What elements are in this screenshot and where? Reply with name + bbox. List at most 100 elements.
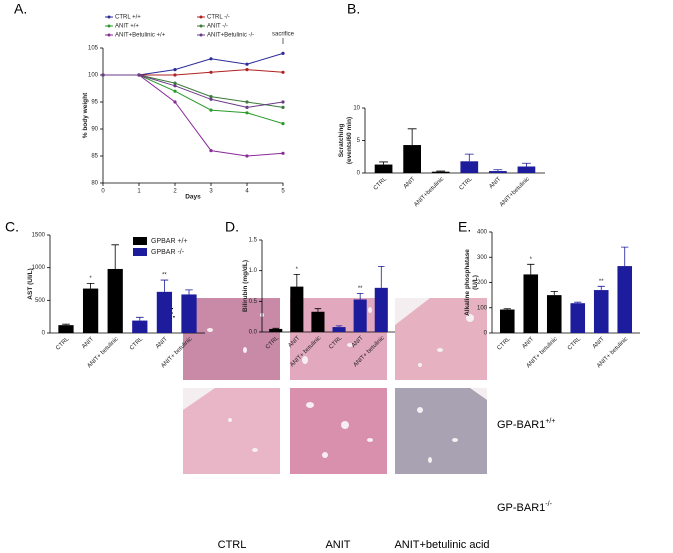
error-bar	[135, 316, 144, 321]
significance: *	[296, 267, 299, 273]
row-label-sup: +/+	[545, 418, 555, 425]
error-bar	[335, 325, 343, 328]
y-tick-label: 1000	[32, 265, 46, 271]
panel-f: F. GP-BAR1+/+ GP-BAR1-/- CTRL ANIT ANIT+…	[165, 298, 555, 551]
axis-title-line: Scratching	[338, 124, 345, 158]
y-tick-label: 1500	[32, 233, 46, 239]
y-tick-label: 200	[477, 280, 488, 286]
x-tick-label: 1	[137, 189, 141, 195]
significance: **	[599, 279, 604, 285]
error-bar	[160, 279, 169, 292]
axis-title-line: (events/60 min)	[346, 117, 353, 164]
legend-marker	[199, 24, 203, 28]
y-tick-label: 500	[35, 298, 46, 304]
data-point	[137, 73, 141, 77]
data-point	[209, 57, 213, 61]
data-point	[281, 105, 285, 109]
y-tick-label: 0	[42, 331, 46, 337]
legend-marker	[199, 33, 203, 37]
significance: **	[358, 286, 363, 292]
error-bar	[111, 244, 120, 269]
error-bar	[407, 128, 417, 146]
axis-title-line: Alkaline phosphatase	[464, 249, 471, 316]
bar	[107, 268, 123, 333]
column-label: CTRL	[218, 539, 247, 551]
error-bar	[522, 162, 531, 167]
legend-label: ANIT+Betulinic -/-	[207, 33, 254, 39]
data-point	[209, 70, 213, 74]
y-tick-label: 85	[91, 154, 98, 160]
bar	[460, 161, 479, 173]
error-bar	[597, 285, 605, 291]
bar	[290, 286, 304, 332]
bar	[181, 294, 197, 333]
legend-swatch	[133, 237, 147, 245]
panel-letter: D.	[225, 219, 239, 235]
bar	[517, 166, 536, 173]
x-tick-label: 4	[245, 189, 249, 195]
bar	[353, 299, 367, 332]
y-tick-label: 100	[88, 73, 99, 79]
legend-marker	[107, 33, 111, 37]
data-point	[281, 122, 285, 126]
series-line	[103, 74, 284, 108]
data-point	[173, 89, 177, 93]
bar	[523, 274, 539, 333]
y-tick-label: 5	[357, 138, 361, 144]
legend-swatch	[133, 248, 147, 256]
histology-image	[395, 388, 487, 474]
data-point	[245, 111, 249, 115]
bar	[499, 309, 515, 333]
column-label: ANIT	[325, 539, 350, 551]
bar	[374, 287, 388, 332]
bar	[431, 171, 450, 173]
bar	[570, 303, 586, 333]
error-bar	[378, 265, 385, 288]
error-bar	[293, 273, 301, 287]
axis-title-line: Bilirubin (mg/dL)	[242, 260, 249, 312]
data-point	[173, 84, 177, 88]
bar	[617, 266, 633, 333]
x-tick-label: ANIT	[81, 336, 95, 350]
histology-image	[290, 388, 387, 474]
axis-title: AST (UI/L)	[27, 268, 34, 299]
panel-letter: A.	[14, 1, 27, 17]
error-bar	[379, 161, 388, 165]
row-label-base: GP-BAR1	[497, 419, 545, 431]
error-bar	[86, 282, 95, 289]
data-point	[209, 95, 213, 99]
histology-image	[183, 388, 280, 474]
row-label: GP-BAR1+/+	[497, 418, 555, 431]
data-point	[209, 149, 213, 153]
x-tick-label: ANIT	[488, 176, 502, 190]
bar	[156, 291, 173, 333]
error-bar	[62, 323, 70, 326]
error-bar	[493, 169, 503, 172]
data-point	[245, 100, 249, 104]
data-point	[281, 70, 285, 74]
series-line	[103, 52, 284, 76]
series-line	[103, 74, 284, 125]
x-tick-label: ANIT	[521, 336, 535, 350]
error-bar	[314, 308, 322, 312]
panel-letter: C.	[5, 219, 19, 235]
data-point	[281, 100, 285, 104]
error-bar	[464, 153, 474, 162]
data-point	[173, 81, 177, 85]
y-tick-label: 300	[477, 255, 488, 261]
y-tick-label: 1.0	[249, 268, 258, 274]
bar	[593, 290, 609, 333]
x-tick-label: ANIT+betulinic	[499, 176, 531, 208]
error-bar	[503, 308, 511, 310]
x-tick-label: 0	[101, 189, 105, 195]
error-bar	[550, 290, 558, 296]
axis-title: % body weight	[82, 92, 89, 138]
data-point	[173, 73, 177, 77]
legend-label: ANIT +/+	[115, 24, 139, 30]
axis-title-line: (U/L)	[472, 275, 479, 290]
y-tick-label: 100	[477, 305, 488, 311]
data-point	[281, 151, 285, 155]
bar	[132, 320, 148, 333]
series-line	[103, 69, 284, 76]
